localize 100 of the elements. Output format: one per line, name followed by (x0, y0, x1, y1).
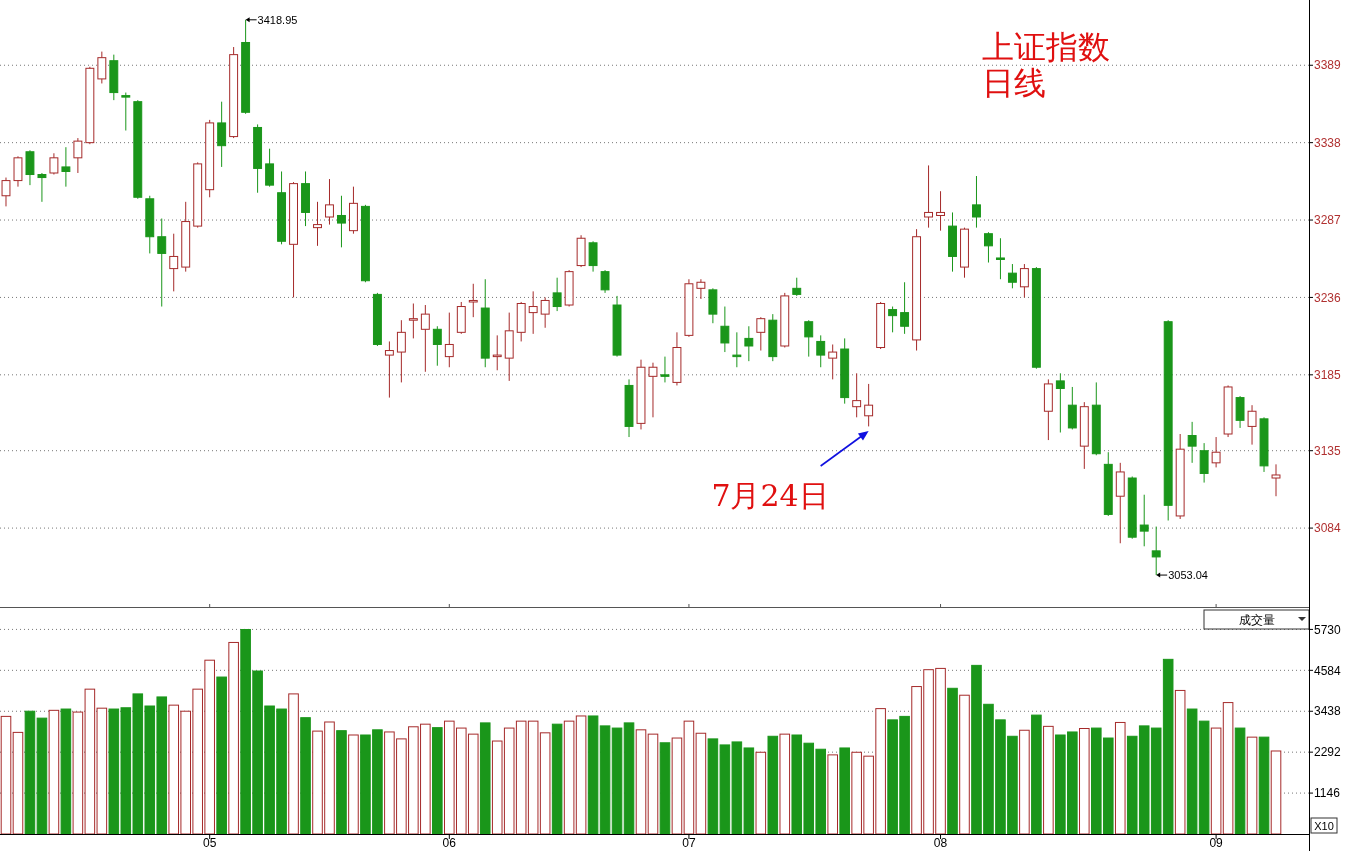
bar (827, 754, 838, 835)
candlestick (828, 343, 838, 380)
candlestick (972, 175, 981, 229)
y-tick-label: 3389 (1314, 58, 1342, 73)
bar (647, 733, 659, 835)
bar (1174, 689, 1186, 835)
y-tick-label: 5730 (1314, 622, 1342, 637)
bar (1019, 729, 1030, 835)
candlestick (936, 190, 945, 232)
bar (635, 729, 647, 835)
candlestick (660, 356, 670, 383)
candlestick (157, 218, 167, 308)
annotation: 7月24日 (711, 478, 829, 513)
candlestick (1019, 263, 1029, 298)
candlestick (540, 296, 550, 329)
candlestick (816, 334, 826, 368)
candlestick (756, 316, 766, 352)
candlestick (1211, 436, 1221, 468)
y-tick-label: 3438 (1314, 704, 1342, 719)
candlestick (49, 152, 59, 176)
candlestick (1151, 526, 1161, 576)
candlestick (337, 195, 346, 248)
candlestick (900, 281, 910, 335)
candlestick (528, 290, 538, 335)
bar (1079, 728, 1090, 835)
candlestick (169, 233, 179, 292)
bar (348, 734, 359, 835)
candlestick (1271, 463, 1281, 497)
bar (779, 733, 791, 835)
y-tick-label: 4584 (1314, 663, 1342, 678)
candlestick (732, 331, 742, 368)
bar (839, 747, 850, 835)
y-tick-label: 3084 (1314, 521, 1342, 536)
bar (300, 717, 311, 835)
candlestick (444, 312, 454, 368)
candlestick (1007, 263, 1017, 289)
candlestick (432, 325, 442, 367)
annotation: 3053.04 (1168, 568, 1208, 581)
candlestick (792, 277, 802, 297)
y-tick-label: 2292 (1314, 745, 1342, 760)
bar (1031, 714, 1042, 835)
candlestick (313, 201, 322, 247)
candlestick (492, 334, 502, 371)
y-tick-label: 3236 (1314, 290, 1342, 305)
bar (336, 730, 347, 835)
bar (959, 694, 970, 835)
candlestick (1067, 386, 1077, 430)
candlestick (37, 172, 47, 203)
candlestick (396, 319, 406, 383)
candlestick (1247, 404, 1257, 446)
bar (1246, 736, 1258, 835)
bar (0, 715, 12, 835)
bar (623, 722, 635, 835)
bar (755, 751, 767, 835)
candlestick (13, 155, 23, 188)
candlestick (864, 383, 874, 427)
candlestick (1199, 442, 1209, 484)
bar (479, 722, 491, 835)
candlestick (420, 304, 430, 373)
y-tick-label: 3135 (1314, 443, 1342, 458)
bar (947, 687, 958, 835)
candlestick (648, 362, 658, 418)
x-tick-label: 05 (202, 836, 217, 850)
bar (1043, 725, 1054, 835)
candlestick (995, 237, 1005, 280)
bar (60, 708, 72, 835)
candlestick (73, 137, 83, 174)
candlestick (325, 178, 334, 226)
candlestick (696, 278, 706, 300)
y-tick-label: 1146 (1314, 786, 1341, 801)
candlestick (1235, 395, 1245, 429)
bar (228, 641, 239, 835)
bar (216, 676, 227, 835)
candlestick (924, 164, 934, 229)
candlestick (552, 277, 562, 312)
candlestick (217, 101, 227, 168)
text: 上证指数 (982, 29, 1110, 65)
candlestick (600, 269, 610, 294)
candlestick (1, 177, 11, 207)
bar (1114, 721, 1126, 835)
text: X10 (1314, 819, 1334, 832)
candlestick (804, 319, 814, 358)
candlestick (984, 231, 993, 264)
bar (288, 693, 299, 835)
candlestick (888, 306, 898, 333)
candlestick (25, 149, 35, 186)
bar (1234, 727, 1246, 835)
bar (659, 742, 671, 835)
x-tick-label: 06 (442, 836, 457, 850)
candlestick (1139, 494, 1149, 547)
bar (1258, 736, 1270, 835)
candlestick (1055, 372, 1065, 433)
y-tick-label: 3338 (1314, 135, 1342, 150)
candlestick (265, 148, 275, 188)
y-tick-label: 3185 (1314, 368, 1342, 383)
annotation: 3418.95 (257, 13, 298, 26)
bar (767, 735, 779, 835)
y-tick-label: 3287 (1314, 213, 1342, 228)
candlestick (720, 306, 730, 353)
bar (1270, 750, 1282, 835)
